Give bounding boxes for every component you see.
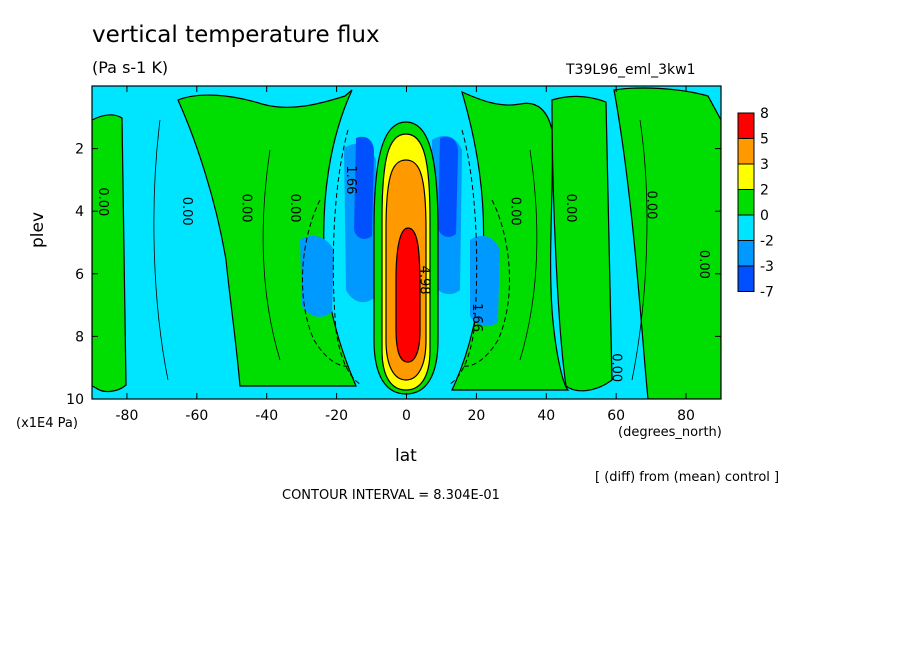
field-blue-nh-lower [470, 235, 500, 327]
colorbar-label: 3 [760, 157, 769, 173]
contour-label: 0.00 [644, 190, 659, 219]
y-axis-label: plev [28, 211, 48, 248]
contour-label: 0.00 [563, 194, 578, 223]
x-tick-label: 40 [537, 408, 555, 424]
x-tick-label: 20 [467, 408, 485, 424]
chart-title: vertical temperature flux [92, 22, 380, 48]
x-tick-label: 80 [677, 408, 695, 424]
contour-label: 1.66 [343, 165, 358, 194]
colorbar-swatch [737, 189, 755, 216]
colorbar-swatch [737, 163, 755, 190]
y-axis-units: (x1E4 Pa) [16, 416, 78, 431]
contour-interval: CONTOUR INTERVAL = 8.304E-01 [282, 488, 500, 503]
contour-labels: 0.00 0.00 0.00 0.00 1.66 4.98 1.66 0.00 0.00 0.00… [95, 165, 711, 382]
field-blue-sh-lower [300, 235, 334, 317]
field-green-nh-west [551, 95, 613, 392]
colorbar-label: 5 [760, 132, 769, 148]
y-tick-label: 4 [75, 204, 84, 220]
colorbar-swatch [737, 240, 755, 267]
contour-label: 0.00 [507, 197, 522, 226]
x-tick-label: 60 [607, 408, 625, 424]
contour-fields [92, 86, 721, 399]
contour-dashed-sh [302, 129, 361, 385]
contour-dashed-nh [449, 129, 510, 385]
colorbar-label: -3 [760, 259, 774, 275]
colorbar-label: -2 [760, 234, 774, 250]
y-tick-label: 8 [75, 329, 84, 345]
y-tick-label: 10 [66, 392, 84, 408]
y-tick-label: 6 [75, 267, 84, 283]
colorbar-swatch [737, 112, 755, 139]
contour-label: 0.00 [179, 197, 194, 226]
contour-label: 4.98 [416, 266, 431, 295]
diff-annotation: [ (diff) from (mean) control ] [595, 470, 780, 485]
colorbar-label: 0 [760, 208, 769, 224]
run-label: T39L96_eml_3kw1 [566, 62, 696, 78]
x-tick-label: 0 [402, 408, 411, 424]
field-darkblue-sh [354, 136, 374, 239]
colorbar-label: 2 [760, 183, 769, 199]
x-tick-label: -40 [255, 408, 278, 424]
x-axis-units: (degrees_north) [618, 425, 722, 440]
colorbar-label: -7 [760, 285, 774, 301]
contour-label: 0.00 [696, 250, 711, 279]
x-tick-label: -80 [116, 408, 139, 424]
colorbar: 8 5 3 2 0 -2 -3 -7 [737, 106, 774, 301]
contour-thin-lines [153, 119, 648, 381]
contour-label: 0.00 [609, 353, 624, 382]
colorbar-swatch [737, 214, 755, 241]
field-green-sh-west [92, 114, 127, 393]
contour-label: 0.00 [95, 187, 110, 216]
contour-label: 1.66 [469, 303, 484, 332]
y-tick-label: 2 [75, 142, 84, 158]
field-darkblue-nh [438, 136, 458, 237]
x-tick-label: -60 [185, 408, 208, 424]
chart-units: (Pa s-1 K) [92, 58, 169, 77]
colorbar-label: 8 [760, 106, 769, 122]
field-red-core [395, 227, 421, 363]
contour-label: 0.00 [287, 194, 302, 223]
x-axis: -80 -60 -40 -20 0 20 40 60 80 [116, 86, 695, 424]
colorbar-swatch [737, 138, 755, 165]
x-axis-label: lat [395, 446, 417, 466]
colorbar-swatch [737, 265, 755, 292]
contour-label: 0.00 [238, 194, 253, 223]
x-tick-label: -20 [325, 408, 348, 424]
y-axis: 2 4 6 8 10 [66, 142, 721, 408]
field-green-nh-east [613, 87, 721, 399]
